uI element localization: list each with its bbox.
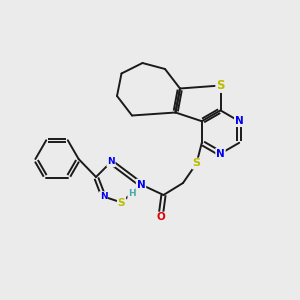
Text: O: O: [156, 212, 165, 223]
Text: S: S: [118, 197, 125, 208]
Text: S: S: [193, 158, 200, 169]
Text: N: N: [136, 179, 146, 190]
Text: N: N: [216, 148, 225, 159]
Text: N: N: [235, 116, 244, 126]
Text: N: N: [107, 158, 115, 166]
Text: N: N: [100, 192, 107, 201]
Text: S: S: [216, 79, 225, 92]
Text: H: H: [128, 189, 136, 198]
